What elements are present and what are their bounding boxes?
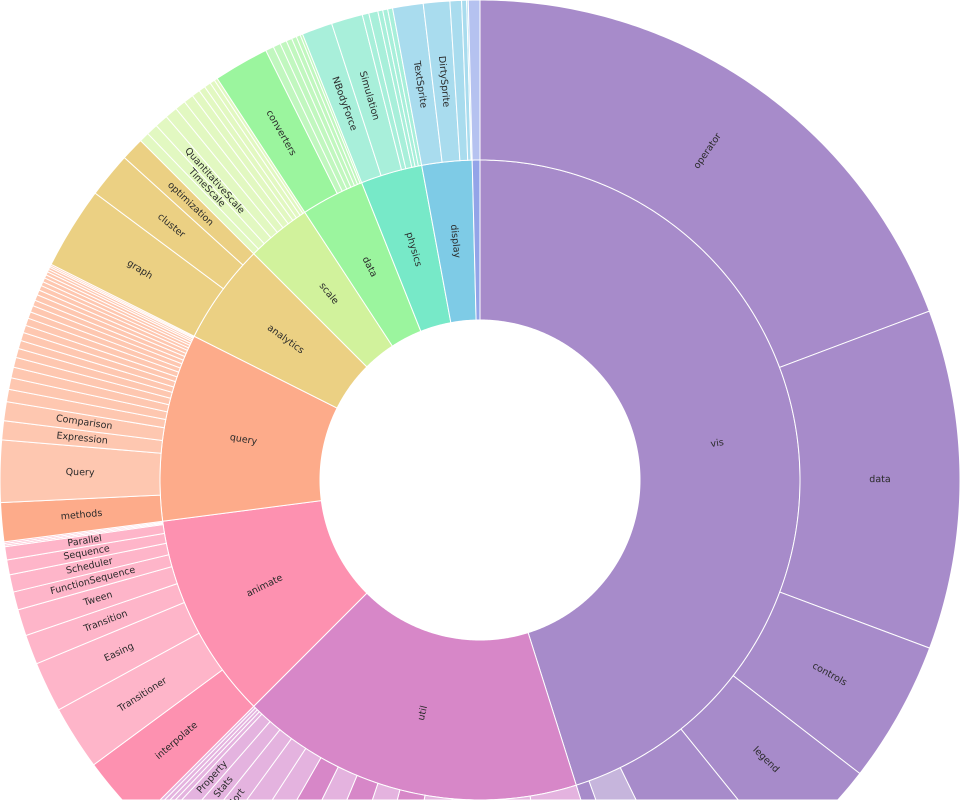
segment-util-stats[interactable] [201,720,281,800]
segment-util-unlabeled[interactable] [321,766,358,800]
label-data: data [869,474,890,485]
label-dirtysprite: DirtySprite [436,56,452,108]
label-expression: Expression [56,430,108,446]
label-query: query [229,432,258,448]
segment-util-unlabeled[interactable] [396,789,426,800]
segment-util-unlabeled[interactable] [423,794,453,800]
label-parallel: Parallel [67,533,103,549]
label-query: Query [66,467,95,479]
segment-util-unlabeled[interactable] [529,784,582,800]
label-util: util [416,705,430,722]
segment-vis-unlabeled[interactable] [619,728,739,800]
segment-util-sort[interactable] [222,729,293,800]
segment-vis-unlabeled[interactable] [575,780,597,800]
label-display: display [448,224,462,259]
segment-animate-interpolate[interactable] [92,669,255,800]
segment-flex-unlabeled[interactable] [467,0,481,161]
segment-util-unlabeled[interactable] [371,782,401,800]
inner-ring [159,159,801,800]
segment-util-unlabeled[interactable] [271,747,322,800]
segment-util-unlabeled[interactable] [246,737,307,800]
label-methods: methods [60,508,102,523]
segment-util-unlabeled[interactable] [296,756,339,800]
label-vis: vis [710,437,725,450]
segment-vis-unlabeled[interactable] [588,766,637,800]
segment-vis-legend[interactable] [680,674,861,800]
